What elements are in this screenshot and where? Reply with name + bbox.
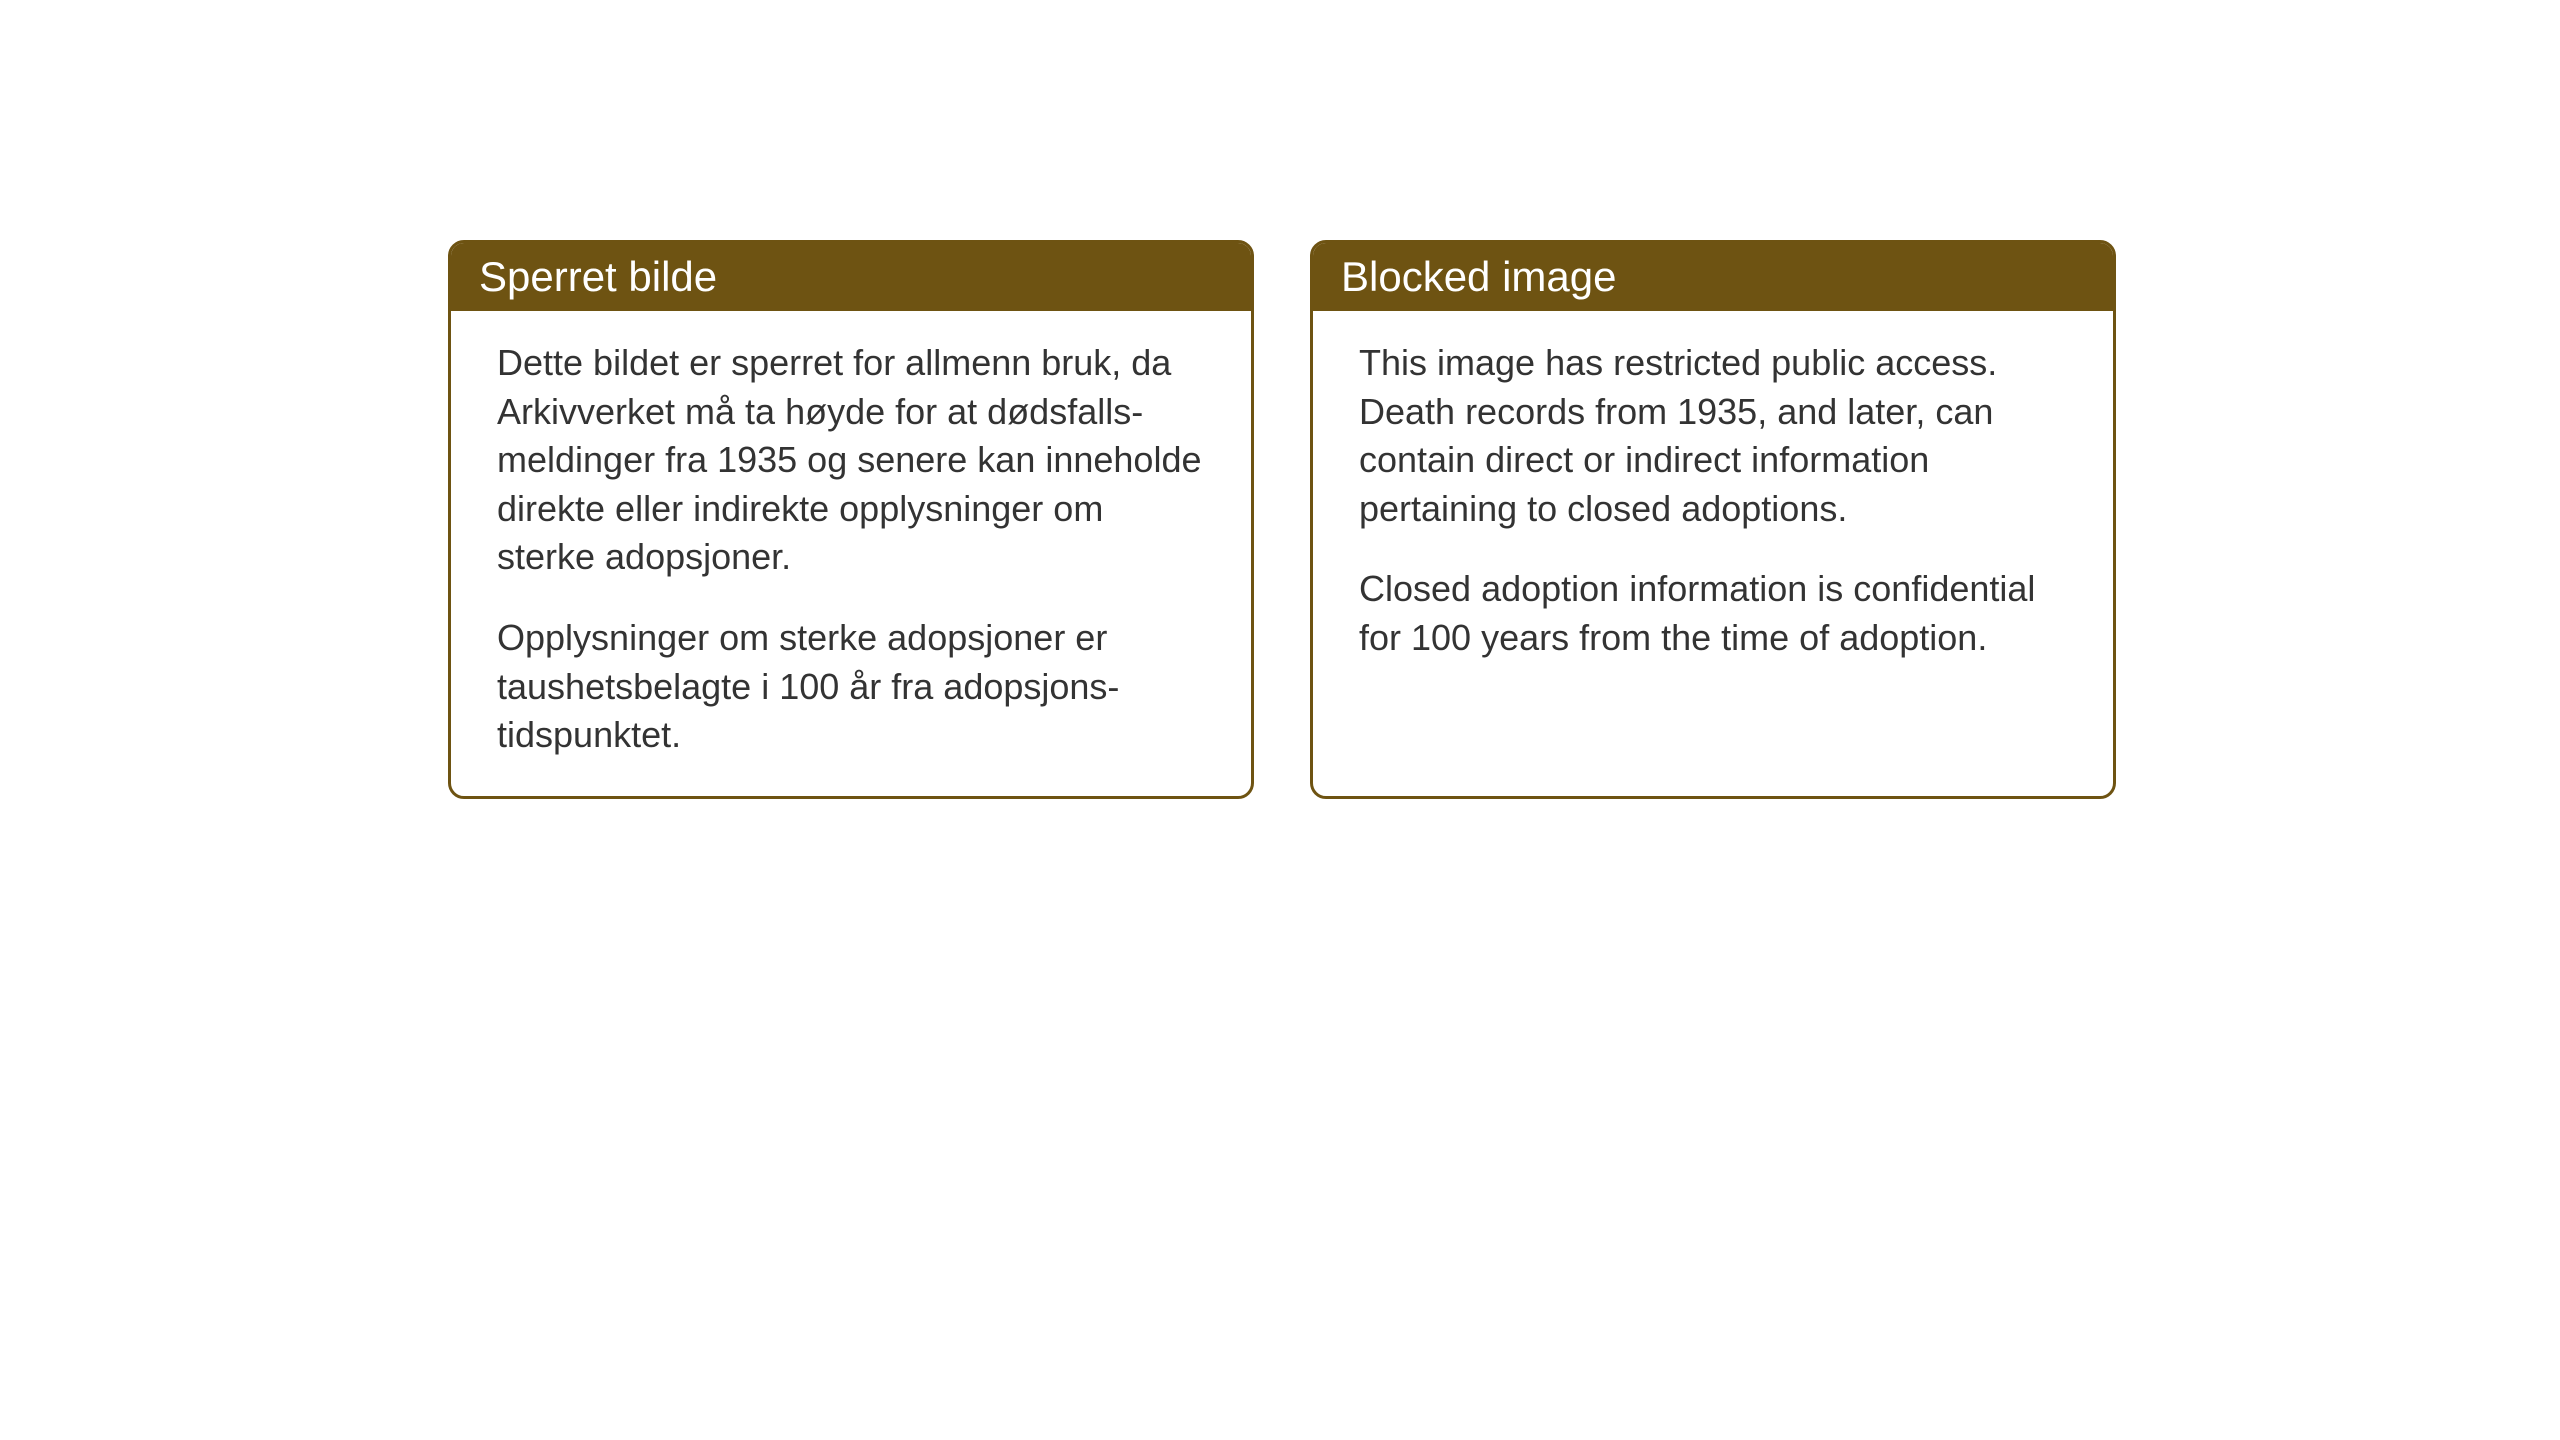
notice-container: Sperret bilde Dette bildet er sperret fo… [448,240,2116,799]
english-paragraph-1: This image has restricted public access.… [1359,339,2067,533]
norwegian-notice-card: Sperret bilde Dette bildet er sperret fo… [448,240,1254,799]
english-card-header: Blocked image [1313,243,2113,311]
norwegian-paragraph-2: Opplysninger om sterke adopsjoner er tau… [497,614,1205,760]
english-card-body: This image has restricted public access.… [1313,311,2113,699]
norwegian-card-header: Sperret bilde [451,243,1251,311]
english-notice-card: Blocked image This image has restricted … [1310,240,2116,799]
norwegian-paragraph-1: Dette bildet er sperret for allmenn bruk… [497,339,1205,582]
english-paragraph-2: Closed adoption information is confident… [1359,565,2067,662]
norwegian-card-title: Sperret bilde [479,253,717,300]
norwegian-card-body: Dette bildet er sperret for allmenn bruk… [451,311,1251,796]
english-card-title: Blocked image [1341,253,1616,300]
